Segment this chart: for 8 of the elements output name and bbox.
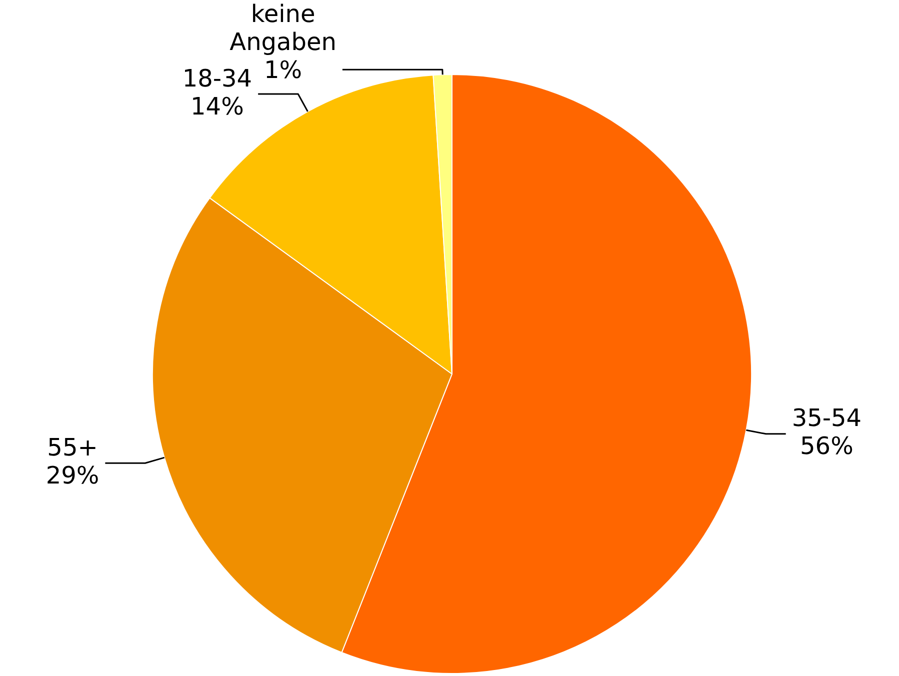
slice-label: 35-54 xyxy=(792,404,862,432)
slice-label: 55+ xyxy=(47,433,98,462)
data-label: 14% xyxy=(190,92,244,120)
data-label: 56% xyxy=(800,432,854,460)
data-label: 29% xyxy=(46,461,100,490)
slice-label: keine Angaben xyxy=(230,0,336,56)
data-label: 1% xyxy=(264,56,302,84)
slice-label: 18-34 xyxy=(182,64,252,92)
